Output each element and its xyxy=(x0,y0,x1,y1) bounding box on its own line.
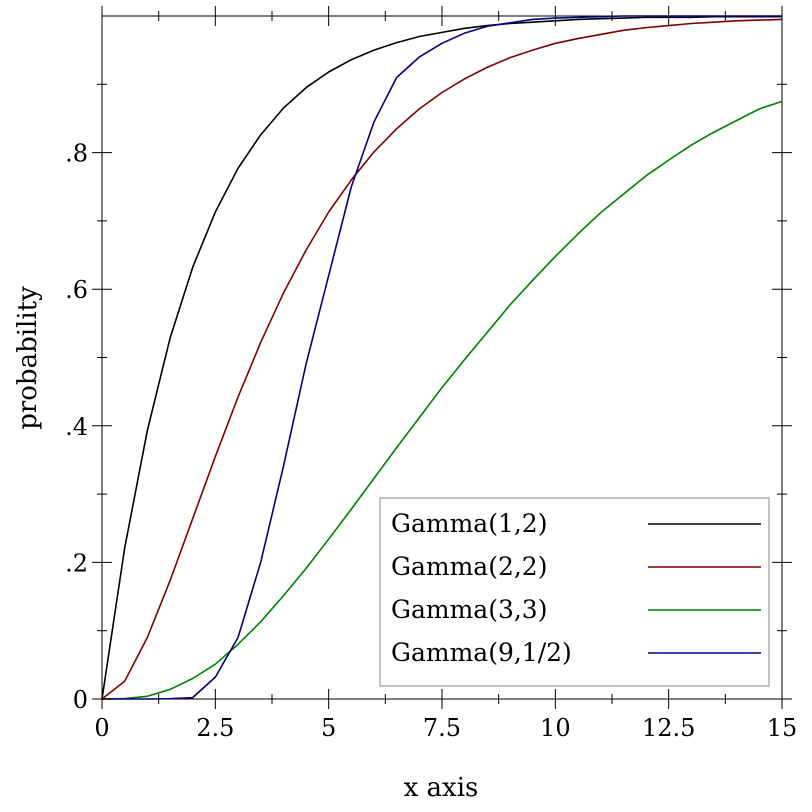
x-tick-label: 12.5 xyxy=(642,714,695,742)
legend-label: Gamma(9,1/2) xyxy=(391,638,572,667)
y-tick-label: .6 xyxy=(65,276,88,304)
x-tick-label: 2.5 xyxy=(196,714,234,742)
tick-labels: 0 2.5 5 7.5 10 12.5 15 0 .2 .4 .6 .8 xyxy=(65,140,797,742)
x-tick-label: 15 xyxy=(767,714,798,742)
x-tick-label: 0 xyxy=(94,714,109,742)
legend: Gamma(1,2) Gamma(2,2) Gamma(3,3) Gamma(9,1/… xyxy=(379,497,770,687)
y-tick-label: 0 xyxy=(73,686,88,714)
legend-label: Gamma(2,2) xyxy=(391,552,547,581)
y-axis-label: probability xyxy=(13,286,43,430)
x-tick-label: 10 xyxy=(540,714,571,742)
legend-label: Gamma(3,3) xyxy=(391,595,547,624)
x-tick-label: 5 xyxy=(321,714,336,742)
series-line-3 xyxy=(101,100,783,700)
y-tick-label: .4 xyxy=(65,413,88,441)
legend-box xyxy=(379,497,770,687)
x-tick-label: 7.5 xyxy=(423,714,461,742)
x-axis-label: x axis xyxy=(404,773,479,803)
y-tick-label: .2 xyxy=(65,549,88,577)
y-tick-label: .8 xyxy=(65,140,88,168)
axis-ticks xyxy=(92,6,792,709)
legend-label: Gamma(1,2) xyxy=(391,509,547,538)
